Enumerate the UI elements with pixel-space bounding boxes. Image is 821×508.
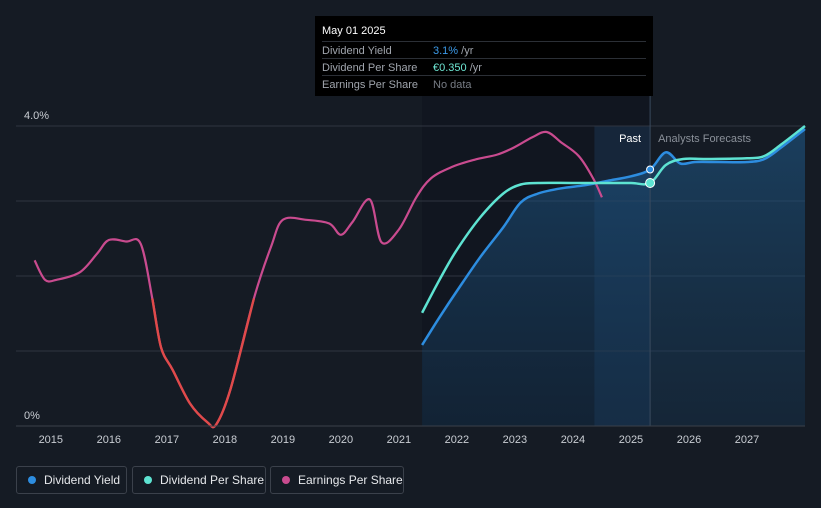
tooltip-row-earnings-per-share: Earnings Per Share No data xyxy=(322,75,646,93)
x-tick-label: 2027 xyxy=(735,434,759,446)
x-tick-label: 2017 xyxy=(155,434,179,446)
tooltip-label: Dividend Yield xyxy=(322,45,392,57)
legend-label: Dividend Yield xyxy=(44,473,121,487)
legend-dot-icon xyxy=(28,476,36,484)
dividend-yield-area xyxy=(422,129,805,426)
x-tick-label: 2018 xyxy=(213,434,237,446)
tooltip-label: Dividend Per Share xyxy=(322,62,418,74)
x-tick-label: 2023 xyxy=(503,434,527,446)
tooltip-row-dividend-yield: Dividend Yield 3.1% /yr xyxy=(322,41,646,59)
y-tick-label: 0% xyxy=(24,410,40,422)
dividend-per-share-line xyxy=(420,125,806,314)
legend-label: Earnings Per Share xyxy=(298,473,403,487)
legend-label: Dividend Per Share xyxy=(160,473,265,487)
legend-item-dividend-per-share[interactable]: Dividend Per Share xyxy=(132,466,266,494)
forecast-label: Analysts Forecasts xyxy=(658,133,751,145)
tooltip-panel: May 01 2025 Dividend Yield 3.1% /yr Divi… xyxy=(315,16,653,96)
legend-item-earnings-per-share[interactable]: Earnings Per Share xyxy=(270,466,404,494)
x-tick-label: 2024 xyxy=(561,434,585,446)
tooltip-date: May 01 2025 xyxy=(322,25,386,37)
dividend-yield-marker xyxy=(646,165,655,174)
x-tick-label: 2026 xyxy=(677,434,701,446)
tooltip-value: €0.350 /yr xyxy=(433,62,482,74)
x-tick-label: 2025 xyxy=(619,434,643,446)
x-tick-label: 2022 xyxy=(445,434,469,446)
tooltip-label: Earnings Per Share xyxy=(322,79,418,91)
legend-item-dividend-yield[interactable]: Dividend Yield xyxy=(16,466,127,494)
earnings-per-share-decline-segment xyxy=(151,298,256,429)
legend-dot-icon xyxy=(144,476,152,484)
earnings-per-share-line xyxy=(33,130,603,429)
y-tick-label: 4.0% xyxy=(24,110,49,122)
x-tick-label: 2021 xyxy=(387,434,411,446)
x-tick-label: 2020 xyxy=(329,434,353,446)
tooltip-value: No data xyxy=(433,79,472,91)
dividend-yield-line xyxy=(421,128,806,346)
x-tick-label: 2016 xyxy=(97,434,121,446)
tooltip-value: 3.1% /yr xyxy=(433,45,474,57)
x-tick-label: 2015 xyxy=(39,434,63,446)
dividend-per-share-marker xyxy=(645,178,656,188)
past-label: Past xyxy=(619,133,641,145)
x-tick-label: 2019 xyxy=(271,434,295,446)
legend-dot-icon xyxy=(282,476,290,484)
tooltip-row-dividend-per-share: Dividend Per Share €0.350 /yr xyxy=(322,58,646,76)
